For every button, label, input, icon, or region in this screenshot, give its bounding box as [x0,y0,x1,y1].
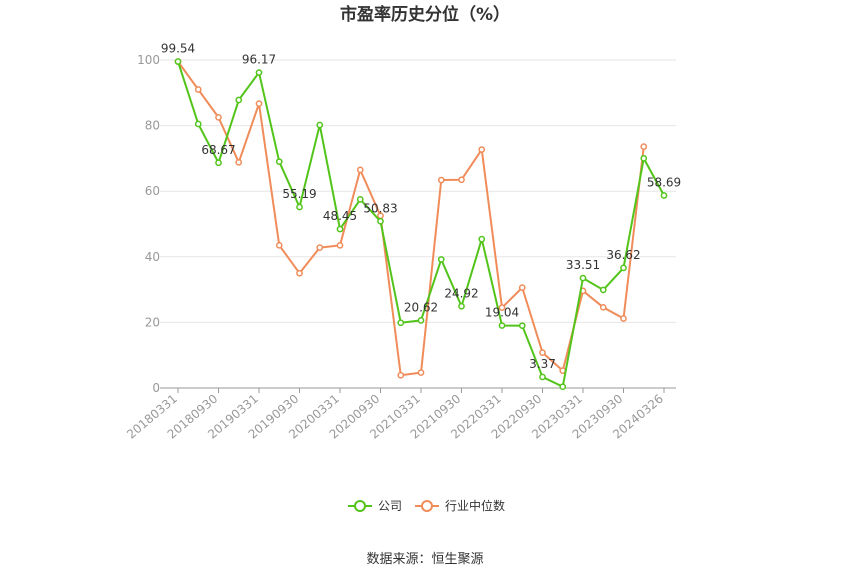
data-label: 24.92 [444,286,478,300]
data-point [417,369,425,376]
data-point [215,114,222,121]
data-point [579,274,587,282]
data-point [336,225,344,233]
data-point [518,284,526,291]
y-tick-label: 40 [145,250,160,264]
data-point [275,158,283,166]
data-point [518,322,526,330]
legend-item-1[interactable]: 行业中位数 [415,498,505,513]
data-point [498,304,506,311]
data-point [417,317,425,324]
data-point [356,196,364,203]
data-point [599,286,607,294]
data-label: 55.19 [282,187,316,201]
legend[interactable]: 公司 行业中位数 [348,498,505,513]
data-source: 数据来源：恒生聚源 [366,552,483,567]
data-point [235,158,243,166]
chart-title: 市盈率历史分位（%） [340,4,510,25]
data-point [356,166,364,174]
data-label: 48.45 [323,209,357,223]
data-point [478,235,486,243]
y-tick-label: 80 [145,119,160,133]
data-point [458,176,465,184]
legend-label: 公司 [378,499,402,513]
data-point [255,100,263,107]
y-axis: 0 20 40 60 80 100 [137,53,160,395]
data-label: 58.69 [647,175,681,189]
legend-item-0[interactable]: 公司 [348,499,402,513]
data-point [194,120,202,128]
data-label: 20.62 [404,300,438,314]
legend-marker [421,500,433,512]
data-point [620,264,627,272]
data-label: 99.54 [161,42,195,56]
data-point [255,69,263,76]
data-point [640,155,648,162]
data-point [215,159,222,167]
series-line-0 [177,61,665,388]
data-label: 50.83 [363,201,397,215]
data-point [660,192,668,199]
data-point [235,96,243,104]
y-tick-label: 0 [152,381,160,395]
data-label: 96.17 [242,53,276,67]
y-tick-label: 100 [137,53,160,67]
data-point [397,319,405,327]
data-point [539,373,546,381]
series-line-1 [177,61,645,377]
x-axis: 2018033120180930201903312019093020200331… [124,387,676,442]
data-point [397,371,405,379]
legend-marker [354,500,366,512]
data-point [194,86,202,93]
data-point [296,269,303,277]
data-label: 33.51 [566,258,600,272]
data-point [316,244,324,251]
data-point [620,315,627,322]
data-point [377,217,384,225]
data-labels: 99.54 68.67 96.17 55.19 48.45 50.83 20.62 24.92… [161,42,681,371]
data-point [437,256,445,263]
data-point [437,176,445,184]
data-point [458,302,465,310]
grid-lines [160,59,676,323]
data-point [174,58,182,65]
data-label: 19.04 [485,306,519,320]
data-point [498,322,506,329]
data-point [599,303,607,311]
data-point [336,241,344,249]
data-point [316,121,324,129]
data-point [478,146,486,153]
y-tick-label: 60 [145,184,160,198]
data-label: 68.67 [201,143,235,157]
data-label: 3.37 [529,357,556,371]
data-point [275,241,283,249]
legend-label: 行业中位数 [445,498,505,513]
series-layer [174,58,668,391]
data-point [539,349,546,356]
data-point [640,143,648,150]
data-point [296,203,303,211]
y-tick-label: 20 [145,315,160,329]
data-point [559,383,567,391]
data-label: 36.62 [606,248,640,262]
